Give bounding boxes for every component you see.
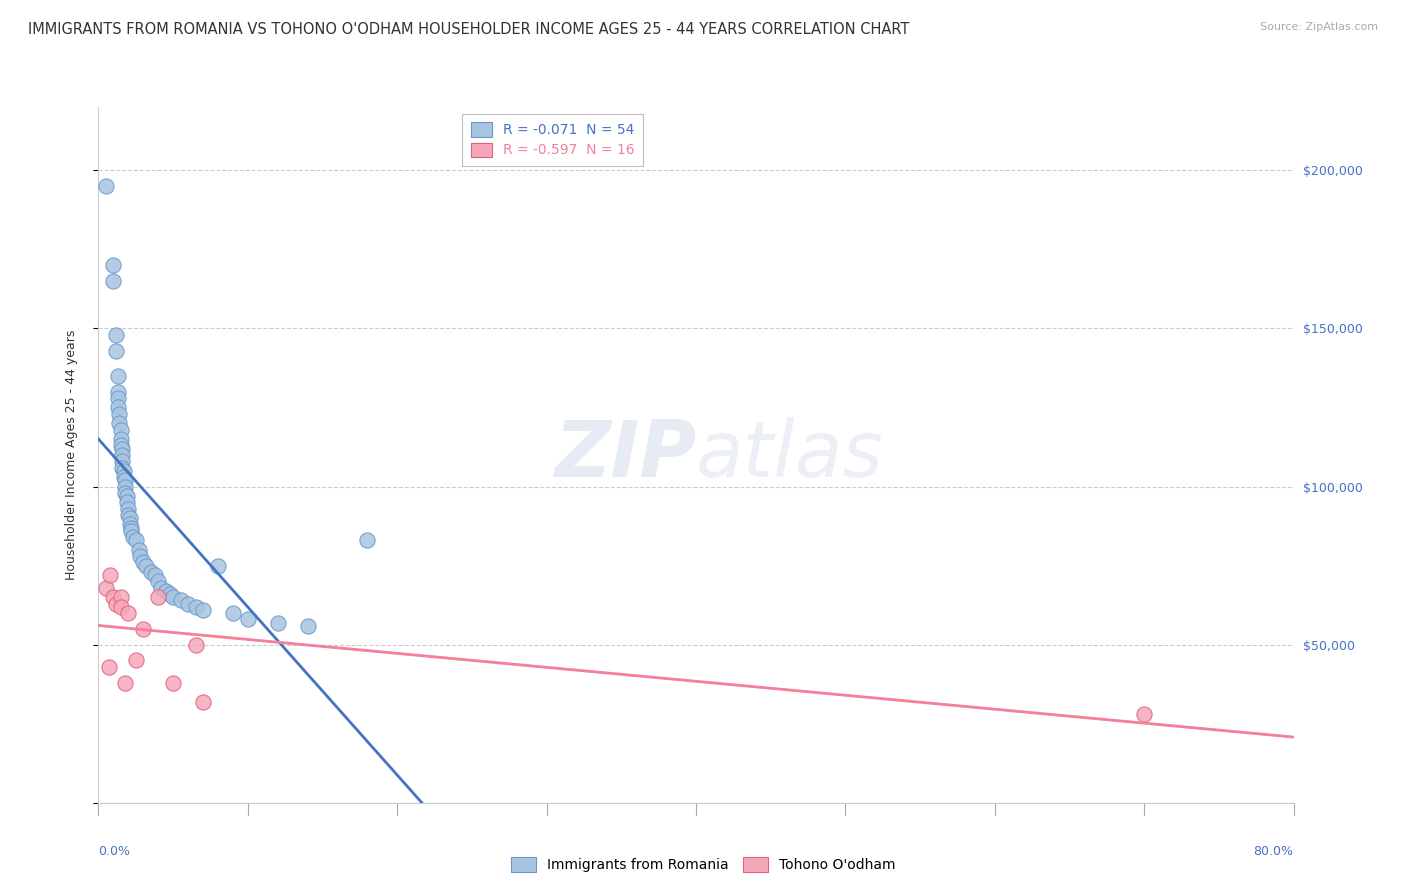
Point [105,343,128,358]
Point [103,274,125,288]
Point [114,479,136,493]
Point [129,549,152,563]
Point [132,622,155,636]
Point [128,542,150,557]
Point [125,533,148,548]
Point [110,432,132,446]
Text: atlas: atlas [696,417,884,493]
Point [111,454,134,468]
Point [184,638,207,652]
Point [1133,707,1156,722]
Point [148,591,170,605]
Point [117,501,139,516]
Point [114,675,136,690]
Point [94,179,117,194]
Point [108,407,131,421]
Point [115,495,138,509]
Point [107,368,129,383]
Point [162,675,184,690]
Point [100,568,122,582]
Point [169,593,191,607]
Point [356,533,378,548]
Point [191,603,214,617]
Point [94,581,117,595]
Point [111,460,134,475]
Point [111,448,134,462]
Point [110,599,132,614]
Point [177,597,200,611]
Point [143,568,166,582]
Point [236,612,259,626]
Point [184,599,207,614]
Point [117,606,139,620]
Point [107,384,129,399]
Point [125,653,148,667]
Legend: R = -0.071  N = 54, R = -0.597  N = 16: R = -0.071 N = 54, R = -0.597 N = 16 [463,114,643,166]
Point [148,574,170,589]
Legend: Immigrants from Romania, Tohono O'odham: Immigrants from Romania, Tohono O'odham [502,849,904,880]
Point [191,695,214,709]
Point [103,591,125,605]
Point [222,606,245,620]
Point [110,591,132,605]
Point [107,401,129,415]
Point [105,597,128,611]
Point [107,391,129,405]
Point [110,438,132,452]
Text: IMMIGRANTS FROM ROMANIA VS TOHONO O'ODHAM HOUSEHOLDER INCOME AGES 25 - 44 YEARS : IMMIGRANTS FROM ROMANIA VS TOHONO O'ODHA… [28,22,910,37]
Text: ZIP: ZIP [554,417,696,493]
Point [207,558,229,573]
Point [112,464,135,478]
Text: Source: ZipAtlas.com: Source: ZipAtlas.com [1260,22,1378,32]
Point [97,660,120,674]
Point [120,524,142,538]
Y-axis label: Householder Income Ages 25 - 44 years: Householder Income Ages 25 - 44 years [65,330,77,580]
Text: 0.0%: 0.0% [98,845,131,857]
Point [139,565,162,579]
Point [103,258,125,272]
Point [120,521,142,535]
Point [159,587,181,601]
Point [110,423,132,437]
Point [117,508,139,522]
Point [135,558,157,573]
Point [118,517,141,532]
Point [155,583,177,598]
Point [105,327,128,342]
Point [115,489,138,503]
Point [118,511,141,525]
Point [112,470,135,484]
Point [162,591,184,605]
Point [111,442,134,456]
Point [150,581,173,595]
Point [114,486,136,500]
Point [108,417,131,431]
Point [132,556,155,570]
Point [121,530,143,544]
Point [297,618,319,632]
Point [267,615,290,630]
Text: 80.0%: 80.0% [1254,845,1294,857]
Point [114,473,136,487]
